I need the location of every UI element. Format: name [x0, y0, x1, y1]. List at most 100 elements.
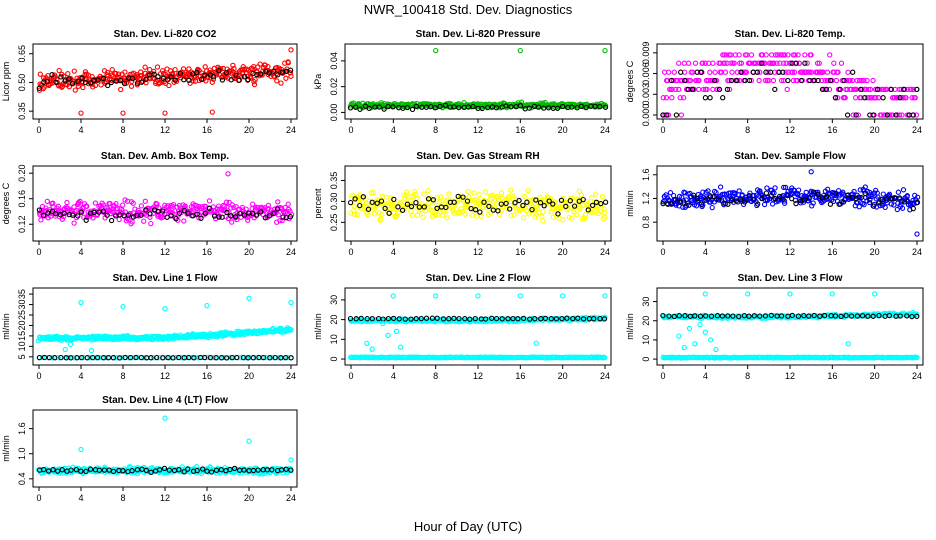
data-point	[457, 193, 464, 200]
data-point	[832, 190, 838, 196]
data-point	[369, 199, 375, 205]
x-tick-label: 8	[120, 371, 125, 381]
data-point	[669, 95, 675, 101]
x-tick-label: 0	[660, 125, 665, 135]
data-point	[806, 194, 812, 201]
panel-title: Stan. Dev. Amb. Box Temp.	[101, 151, 229, 162]
data-point	[53, 208, 59, 214]
data-point	[755, 201, 761, 207]
data-point	[391, 196, 397, 203]
data-point	[404, 104, 410, 111]
data-point	[369, 315, 375, 322]
data-point	[832, 313, 839, 319]
x-tick-label: 4	[703, 371, 708, 381]
data-point	[258, 209, 264, 215]
data-point	[908, 86, 914, 93]
data-point	[850, 112, 856, 118]
data-point	[717, 184, 724, 190]
y-tick-label: 0.16	[17, 190, 27, 208]
data-point	[194, 467, 200, 474]
y-tick-label: 0.65	[17, 45, 27, 63]
x-tick-label: 16	[827, 247, 837, 257]
data-point	[503, 103, 509, 109]
data-point	[489, 315, 495, 321]
data-point	[360, 194, 366, 200]
data-point	[277, 217, 283, 224]
data-point	[568, 204, 575, 210]
data-point	[689, 86, 696, 93]
y-tick-label: 0.006	[641, 62, 651, 85]
data-point	[92, 82, 99, 89]
outlier-point	[697, 321, 703, 328]
data-point	[861, 77, 867, 84]
data-point	[404, 189, 410, 195]
y-tick-label: 20	[329, 315, 339, 325]
points-layer	[660, 52, 920, 118]
data-point	[602, 104, 609, 110]
data-point	[577, 205, 583, 212]
data-point	[211, 354, 217, 361]
data-point	[731, 60, 737, 66]
data-point	[547, 201, 553, 207]
data-point	[682, 313, 688, 319]
x-tick-label: 24	[286, 371, 296, 381]
data-point	[347, 199, 354, 206]
data-point	[133, 354, 139, 361]
x-tick-label: 16	[515, 371, 525, 381]
data-point	[811, 312, 817, 319]
y-tick-label: 5	[17, 354, 27, 359]
data-point	[68, 467, 74, 473]
data-point	[814, 60, 821, 66]
data-point	[666, 313, 672, 319]
data-point	[198, 215, 204, 221]
data-point	[170, 201, 177, 208]
data-point	[226, 199, 232, 206]
data-point	[903, 95, 909, 101]
data-point	[274, 206, 281, 212]
data-point	[218, 467, 224, 473]
data-point	[895, 189, 902, 195]
outlier-point	[702, 291, 708, 297]
x-tick-label: 4	[78, 371, 83, 381]
data-point	[823, 194, 830, 200]
data-point	[682, 190, 688, 196]
y-tick-label: 0.35	[329, 172, 339, 190]
data-point	[163, 354, 169, 361]
data-point	[892, 95, 898, 101]
y-tick-label: 30	[329, 295, 339, 305]
data-point	[130, 75, 136, 82]
data-point	[698, 201, 705, 207]
data-point	[768, 312, 774, 319]
data-point	[166, 82, 172, 89]
data-point	[676, 86, 682, 93]
data-point	[687, 77, 694, 84]
data-point	[462, 315, 468, 322]
data-point	[583, 104, 589, 111]
data-point	[109, 209, 115, 215]
data-point	[716, 86, 723, 93]
data-point	[100, 208, 107, 214]
data-point	[756, 77, 762, 84]
data-point	[759, 60, 765, 66]
data-point	[353, 316, 359, 322]
data-point	[105, 355, 112, 361]
panel-title: Stan. Dev. Gas Stream RH	[416, 151, 539, 162]
data-point	[80, 84, 86, 91]
outlier-point	[713, 346, 719, 353]
data-point	[351, 211, 358, 217]
data-point	[598, 200, 604, 207]
data-point	[550, 201, 556, 207]
data-point	[442, 102, 449, 108]
data-point	[209, 79, 215, 85]
x-tick-label: 20	[870, 247, 880, 257]
data-point	[507, 187, 514, 193]
x-tick-label: 12	[785, 125, 795, 135]
data-point	[552, 201, 558, 207]
data-point	[227, 466, 233, 473]
data-point	[738, 60, 745, 66]
data-point	[229, 219, 235, 225]
data-point	[434, 194, 440, 201]
data-point	[440, 316, 447, 322]
data-point	[477, 209, 483, 215]
